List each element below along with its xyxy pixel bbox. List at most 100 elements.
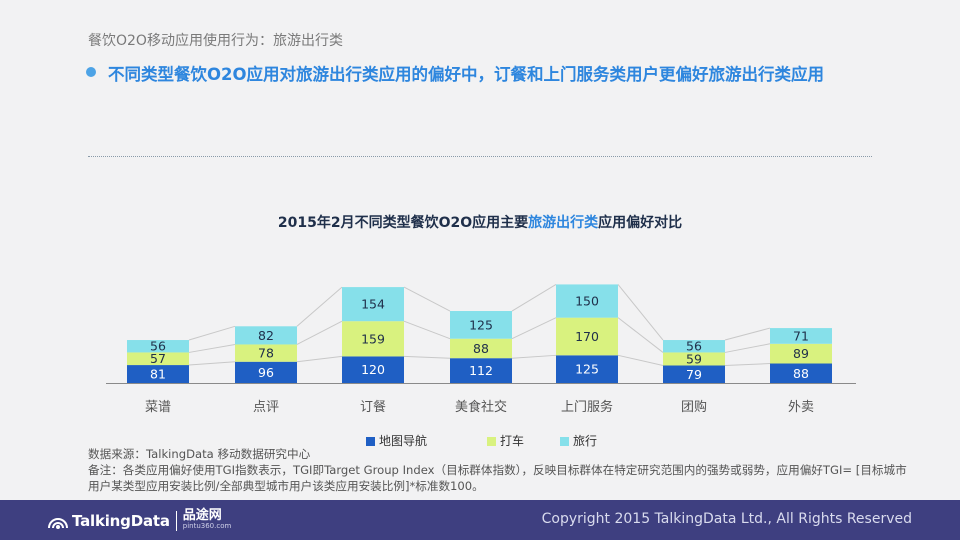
bar-segment — [663, 352, 725, 366]
data-label: 154 — [361, 297, 385, 312]
chart-title-pre: 2015年2月不同类型餐饮O2O应用主要 — [277, 215, 529, 231]
connector-lines — [188, 284, 771, 367]
divider — [88, 156, 872, 157]
connector-line — [403, 286, 451, 312]
chart-title-highlight: 旅游出行类 — [528, 215, 599, 231]
pintu-logo-sub: pintu360.com — [182, 522, 232, 530]
footer-bar — [0, 500, 960, 540]
bar-stack: 88 89 71 — [770, 328, 832, 383]
bar-segment — [663, 340, 725, 353]
legend-swatch — [487, 437, 496, 446]
pintu-logo-text: 品途网 — [182, 508, 222, 523]
source-note: 数据来源：TalkingData 移动数据研究中心 — [88, 447, 311, 461]
data-label: 59 — [686, 351, 702, 366]
data-label: 89 — [793, 346, 809, 361]
bar-segment — [127, 365, 189, 383]
connector-line — [296, 355, 343, 363]
connector-line — [511, 354, 557, 359]
remark-note: 备注：各类应用偏好使用TGI指数表示，TGI即Target Group Inde… — [88, 463, 907, 493]
talkingdata-logo-icon — [48, 518, 68, 529]
data-label: 170 — [575, 329, 599, 344]
connector-line — [724, 327, 771, 341]
data-label: 120 — [361, 362, 385, 377]
category-label: 外卖 — [788, 400, 814, 415]
category-label: 上门服务 — [561, 399, 613, 415]
legend-swatch — [560, 437, 569, 446]
breadcrumb: 餐饮O2O移动应用使用行为：旅游出行类 — [88, 33, 343, 49]
bar-segment — [127, 340, 189, 353]
data-label: 88 — [793, 366, 809, 381]
headline: 不同类型餐饮O2O应用对旅游出行类应用的偏好中，订餐和上门服务类用户更偏好旅游出… — [108, 65, 825, 84]
bar-segment — [450, 311, 512, 339]
data-label: 96 — [258, 365, 274, 380]
legend-label: 地图导航 — [379, 434, 428, 448]
data-label: 56 — [150, 339, 166, 354]
bar-segment — [235, 326, 297, 345]
connector-line — [724, 363, 771, 367]
data-label: 125 — [469, 317, 493, 332]
data-label: 88 — [473, 341, 489, 356]
connector-line — [403, 355, 451, 359]
data-label: 78 — [258, 346, 274, 361]
headline-bullet-icon — [86, 67, 96, 77]
connector-line — [724, 343, 771, 353]
bar-segment — [450, 338, 512, 359]
legend-item: 打车 — [487, 432, 524, 449]
connector-line — [188, 325, 236, 341]
bar-segment — [770, 343, 832, 364]
bar-segment — [556, 284, 618, 318]
connector-line — [511, 317, 557, 340]
data-label: 82 — [258, 328, 274, 343]
bar-segment — [556, 355, 618, 383]
data-label: 150 — [575, 294, 599, 309]
connector-line — [296, 320, 343, 345]
bar-segment — [770, 363, 832, 383]
bar-segment — [450, 358, 512, 383]
data-label: 81 — [150, 367, 166, 382]
connector-line — [188, 343, 236, 353]
category-label: 菜谱 — [145, 400, 171, 415]
bar-stack: 120 159 154 — [342, 287, 404, 383]
connector-line — [296, 286, 343, 327]
connector-line — [617, 354, 664, 366]
data-label: 57 — [150, 351, 166, 366]
bar-segment — [127, 352, 189, 366]
logo-separator — [175, 511, 177, 531]
bar-stack: 112 88 125 — [450, 311, 512, 383]
category-label: 团购 — [681, 399, 707, 415]
bar-segment — [663, 365, 725, 383]
pintu-logo: 品途网 pintu360.com — [182, 508, 232, 531]
bar-segment — [235, 344, 297, 362]
data-label: 79 — [686, 367, 702, 382]
legend-label: 旅行 — [573, 434, 598, 448]
data-label: 125 — [575, 362, 599, 377]
notes: 数据来源：TalkingData 移动数据研究中心 备注：各类应用偏好使用TGI… — [88, 446, 918, 494]
bar-segment — [770, 328, 832, 344]
connector-line — [511, 284, 557, 312]
footer-logos: TalkingData 品途网 pintu360.com — [48, 508, 232, 531]
data-label: 159 — [361, 331, 385, 346]
bar-segment — [342, 356, 404, 383]
bar-segment — [342, 321, 404, 357]
bar-stack: 96 78 82 — [235, 326, 297, 383]
category-label: 点评 — [253, 400, 279, 415]
legend-item: 地图导航 — [366, 432, 427, 449]
chart-title-post: 应用偏好对比 — [598, 215, 683, 231]
legend-item: 旅行 — [560, 432, 597, 449]
connector-line — [617, 317, 664, 353]
legend-label: 打车 — [500, 434, 525, 448]
copyright: Copyright 2015 TalkingData Ltd., All Rig… — [541, 511, 912, 527]
category-label: 美食社交 — [455, 399, 507, 415]
connector-line — [403, 320, 451, 340]
bar-segment — [235, 361, 297, 383]
bar-segment — [556, 317, 618, 356]
legend-swatch — [366, 437, 375, 446]
bar-stack: 125 170 150 — [556, 284, 618, 383]
data-label: 112 — [469, 363, 493, 378]
talkingdata-logo-text: TalkingData — [72, 512, 170, 530]
bar-segment — [342, 287, 404, 322]
connector-line — [188, 361, 236, 366]
